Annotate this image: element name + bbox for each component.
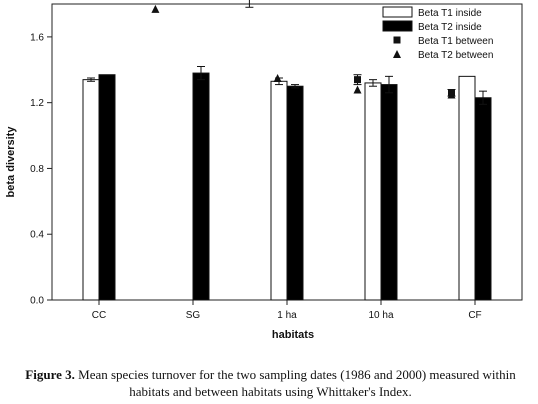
x-axis-title: habitats xyxy=(272,329,314,341)
x-tick-label: CF xyxy=(468,310,481,321)
legend-label: Beta T1 between xyxy=(418,36,493,47)
bar xyxy=(192,72,210,301)
caption-text: Mean species turnover for the two sampli… xyxy=(78,367,516,399)
bar xyxy=(364,82,382,301)
x-tick-label: 10 ha xyxy=(368,310,393,321)
legend-swatch xyxy=(393,50,401,58)
y-tick-label: 1.6 xyxy=(30,32,44,43)
y-tick-label: 1.2 xyxy=(30,98,44,109)
legend-swatch xyxy=(382,6,413,18)
x-tick-label: 1 ha xyxy=(277,310,297,321)
bar xyxy=(82,79,100,301)
bar xyxy=(458,75,476,301)
bar xyxy=(474,97,492,301)
caption-label: Figure 3. xyxy=(25,367,75,382)
bar xyxy=(98,74,116,301)
legend: Beta T1 inside Beta T2 inside Beta T1 betw… xyxy=(382,6,493,61)
square-marker xyxy=(354,76,361,84)
triangle-marker xyxy=(273,74,282,82)
legend-swatch xyxy=(382,20,413,32)
triangle-marker xyxy=(353,85,362,94)
legend-label: Beta T1 inside xyxy=(418,8,482,19)
bar xyxy=(380,84,398,301)
y-axis-title: beta diversity xyxy=(5,126,17,198)
figure-caption: Figure 3. Mean species turnover for the … xyxy=(18,366,523,400)
legend-label: Beta T2 between xyxy=(418,50,493,61)
bar-chart: 0.0 0.4 0.8 1.2 1.6 CC SG 1 ha 10 ha CF habitats be… xyxy=(5,0,523,341)
y-tick-label: 0.4 xyxy=(30,230,44,241)
x-tick-label: SG xyxy=(186,310,201,321)
y-tick-label: 0.0 xyxy=(30,296,44,307)
legend-swatch xyxy=(393,36,401,44)
triangle-marker xyxy=(151,4,160,13)
bar xyxy=(270,80,288,301)
triangle-marker xyxy=(447,90,456,99)
y-tick-label: 0.8 xyxy=(30,164,44,175)
bar xyxy=(286,85,304,301)
legend-label: Beta T2 inside xyxy=(418,22,482,33)
x-tick-label: CC xyxy=(92,310,106,321)
